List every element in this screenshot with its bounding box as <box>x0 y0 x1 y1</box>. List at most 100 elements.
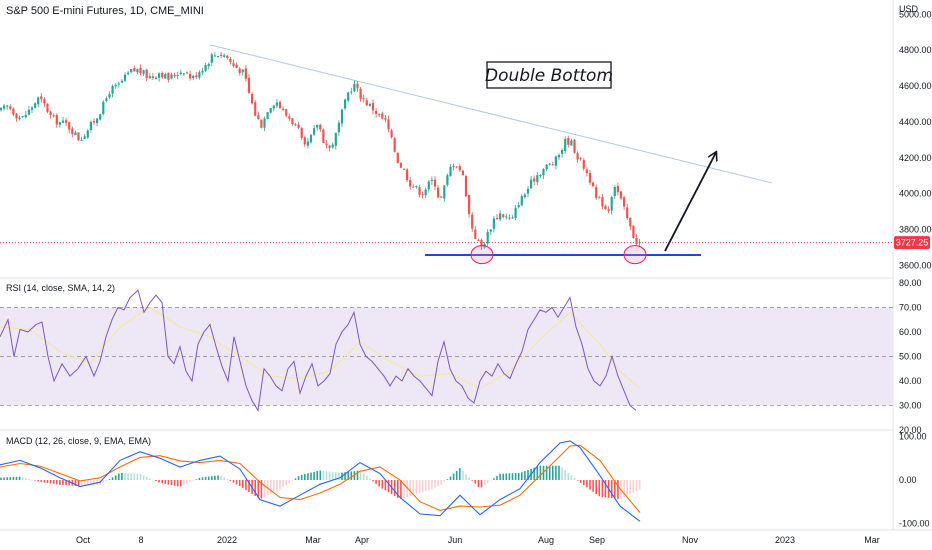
macd-hist-bar <box>93 480 95 486</box>
candle-body <box>449 166 452 177</box>
currency-label: USD <box>899 4 919 14</box>
macd-hist-bar <box>517 472 520 480</box>
macd-hist-bar <box>288 480 291 483</box>
macd-hist-bar <box>15 476 18 480</box>
candle-body <box>325 143 328 145</box>
projection-arrow[interactable] <box>664 152 716 252</box>
macd-axis: 100.00 0.00 -100.00 <box>899 432 930 529</box>
double-bottom-annotation[interactable]: Double Bottom <box>485 61 613 89</box>
candle-body <box>573 139 576 153</box>
macd-hist-bar <box>576 480 579 481</box>
candle-body <box>523 194 526 198</box>
candle-body <box>235 64 238 68</box>
macd-hist-bar <box>18 476 21 480</box>
macd-hist-bar <box>195 479 198 480</box>
candle-body <box>154 77 158 79</box>
macd-hist-bar <box>211 476 213 480</box>
macd-hist-bar <box>521 472 523 480</box>
candle-body <box>114 84 117 87</box>
candle-body <box>58 122 61 125</box>
macd-hist-bar <box>238 480 241 487</box>
macd-hist-bar <box>127 473 129 480</box>
rsi-band-lines <box>0 307 893 406</box>
candle-body <box>616 185 619 193</box>
candle-body <box>371 103 375 111</box>
macd-hist-bar <box>12 476 15 480</box>
macd-hist-bar <box>74 480 77 486</box>
macd-hist-bar <box>310 472 312 480</box>
macd-hist-bar <box>387 480 390 493</box>
candle-body <box>610 196 613 211</box>
macd-hist-bar <box>418 480 421 494</box>
macd-hist-bar <box>359 470 362 480</box>
candle-body <box>409 180 412 187</box>
candle-body <box>468 195 471 215</box>
candle-body <box>359 88 362 99</box>
candle-body <box>195 75 198 78</box>
candle-body <box>520 196 523 206</box>
candle-body <box>533 178 536 182</box>
candle-body <box>65 120 68 123</box>
candle-body <box>626 207 629 219</box>
candle-body <box>402 168 406 170</box>
candle-body <box>34 103 37 108</box>
macd-hist-bar <box>68 480 70 486</box>
macd-hist-bar <box>3 477 5 480</box>
macd-hist-bar <box>198 477 201 480</box>
macd-hist-bar <box>437 480 439 487</box>
macd-hist-bar <box>276 480 278 492</box>
candle-body <box>40 96 43 100</box>
candle-body <box>145 69 148 78</box>
candle-body <box>127 72 130 75</box>
candle-body <box>294 124 297 126</box>
candle-body <box>300 128 303 138</box>
macd-hist-bar <box>424 480 427 492</box>
candle-body <box>148 76 151 79</box>
candle-body <box>158 73 161 78</box>
candle-body <box>251 94 254 104</box>
candle-body <box>117 83 120 85</box>
macd-hist-bar <box>269 480 272 495</box>
macd-hist-bar <box>28 478 30 480</box>
macd-hist-bar <box>282 480 284 488</box>
candle-body <box>220 54 223 56</box>
macd-hist-bar <box>313 471 315 480</box>
candle-body <box>554 156 557 166</box>
macd-hist-bar <box>459 468 461 480</box>
second-bottom-circle[interactable] <box>623 245 647 265</box>
first-bottom-circle[interactable] <box>470 245 494 265</box>
candle-body <box>353 83 356 92</box>
candle-body <box>89 121 92 130</box>
candle-body <box>229 58 232 63</box>
candle-body <box>213 55 216 57</box>
candle-body <box>55 115 58 125</box>
candle-body <box>46 103 49 112</box>
macd-hist-bar <box>480 480 483 488</box>
macd-hist-bar <box>254 480 256 497</box>
candle-body <box>477 240 480 242</box>
macd-hist-bar <box>610 480 613 499</box>
candle-body <box>201 70 204 73</box>
macd-hist-bar <box>192 480 194 481</box>
candle-body <box>123 74 127 81</box>
candle-body <box>530 179 533 189</box>
candle-body <box>136 69 139 73</box>
candle-body <box>96 118 99 124</box>
time-tick-label: Nov <box>682 535 699 545</box>
candle-body <box>576 153 579 160</box>
candle-body <box>223 55 226 58</box>
candle-body <box>415 186 418 188</box>
descending-trendline[interactable] <box>209 44 773 184</box>
candle-body <box>592 182 595 187</box>
candle-body <box>595 187 598 199</box>
macd-hist-bar <box>471 480 473 481</box>
candle-body <box>517 205 520 208</box>
macd-hist-bar <box>573 477 576 480</box>
candle-body <box>508 217 511 219</box>
macd-hist-bar <box>114 475 117 480</box>
macd-hist-bar <box>366 476 368 480</box>
candle-body <box>241 69 244 73</box>
candle-body <box>480 239 483 247</box>
time-tick-label: Mar <box>864 535 880 545</box>
macd-hist-bar <box>325 471 328 480</box>
